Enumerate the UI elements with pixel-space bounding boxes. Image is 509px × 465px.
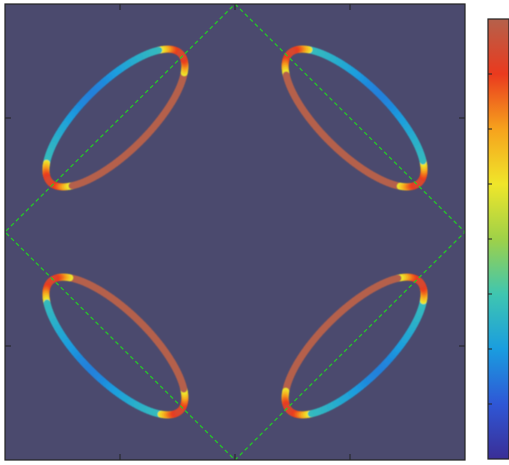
- pocket-lower-right: [281, 273, 428, 419]
- pocket-ring-segment: [175, 406, 184, 416]
- pocket-lower-left: [42, 273, 189, 419]
- pocket-ring-segment: [416, 278, 425, 287]
- pocket-ring-segment: [176, 50, 185, 59]
- colorbar: [488, 19, 509, 459]
- colorbar-ticks: [488, 18, 492, 460]
- zone-boundary: [5, 4, 465, 460]
- plot-frame: [4, 3, 466, 461]
- axis-ticks: [5, 4, 465, 460]
- pocket-upper-right: [281, 45, 428, 191]
- boundary-layer: [5, 4, 465, 460]
- pocket-ring-segment: [414, 178, 424, 188]
- plot-background: [5, 4, 465, 460]
